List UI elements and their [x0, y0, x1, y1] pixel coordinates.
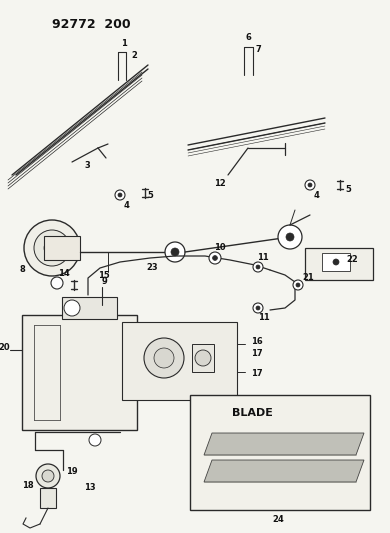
Bar [40, 488, 56, 508]
Circle shape [286, 233, 294, 241]
Circle shape [333, 259, 339, 265]
Bar [44, 236, 80, 260]
Circle shape [256, 265, 260, 269]
Bar [62, 297, 117, 319]
Text: 92772  200: 92772 200 [52, 18, 131, 31]
Circle shape [44, 240, 60, 256]
Circle shape [293, 280, 303, 290]
Circle shape [24, 220, 80, 276]
Text: 1: 1 [121, 38, 127, 47]
Text: 24: 24 [272, 515, 284, 524]
Text: 11: 11 [257, 253, 269, 262]
Circle shape [118, 193, 122, 197]
Text: 22: 22 [346, 255, 358, 264]
Text: 6: 6 [245, 34, 251, 43]
Circle shape [308, 183, 312, 187]
Text: 9: 9 [102, 278, 108, 287]
Text: 3: 3 [84, 160, 90, 169]
Circle shape [213, 256, 217, 261]
Text: 4: 4 [313, 190, 319, 199]
Text: 12: 12 [214, 179, 226, 188]
Text: 19: 19 [66, 467, 78, 477]
Text: 15: 15 [98, 271, 110, 279]
Text: 14: 14 [58, 269, 70, 278]
Circle shape [305, 180, 315, 190]
Circle shape [209, 252, 221, 264]
Text: 5: 5 [345, 185, 351, 195]
Bar [305, 248, 373, 280]
Text: 10: 10 [214, 244, 226, 253]
Bar [22, 315, 137, 430]
Polygon shape [204, 460, 364, 482]
Text: 17: 17 [251, 369, 263, 378]
Bar [322, 253, 350, 271]
Text: BLADE: BLADE [232, 408, 273, 418]
Circle shape [154, 348, 174, 368]
Circle shape [296, 283, 300, 287]
Circle shape [34, 230, 70, 266]
Text: 18: 18 [22, 481, 34, 490]
Text: 8: 8 [19, 265, 25, 274]
Circle shape [64, 300, 80, 316]
Bar [190, 395, 370, 510]
Circle shape [89, 434, 101, 446]
Text: 13: 13 [84, 483, 96, 492]
Text: 5: 5 [147, 191, 153, 200]
Circle shape [51, 277, 63, 289]
Text: 23: 23 [146, 263, 158, 272]
Circle shape [195, 350, 211, 366]
Text: 7: 7 [255, 45, 261, 54]
Polygon shape [204, 433, 364, 455]
Text: 16: 16 [251, 337, 263, 346]
Circle shape [36, 464, 60, 488]
Bar [122, 322, 237, 400]
Text: 20: 20 [0, 343, 10, 351]
Circle shape [171, 248, 179, 256]
Circle shape [144, 338, 184, 378]
Circle shape [42, 470, 54, 482]
Circle shape [253, 303, 263, 313]
Text: 4: 4 [123, 200, 129, 209]
Circle shape [165, 242, 185, 262]
Text: 2: 2 [131, 51, 137, 60]
Circle shape [253, 262, 263, 272]
Text: 17: 17 [251, 350, 263, 359]
Text: 21: 21 [302, 273, 314, 282]
Circle shape [115, 190, 125, 200]
Circle shape [256, 306, 260, 310]
Text: 11: 11 [258, 313, 270, 322]
Bar [192, 344, 214, 372]
Circle shape [278, 225, 302, 249]
